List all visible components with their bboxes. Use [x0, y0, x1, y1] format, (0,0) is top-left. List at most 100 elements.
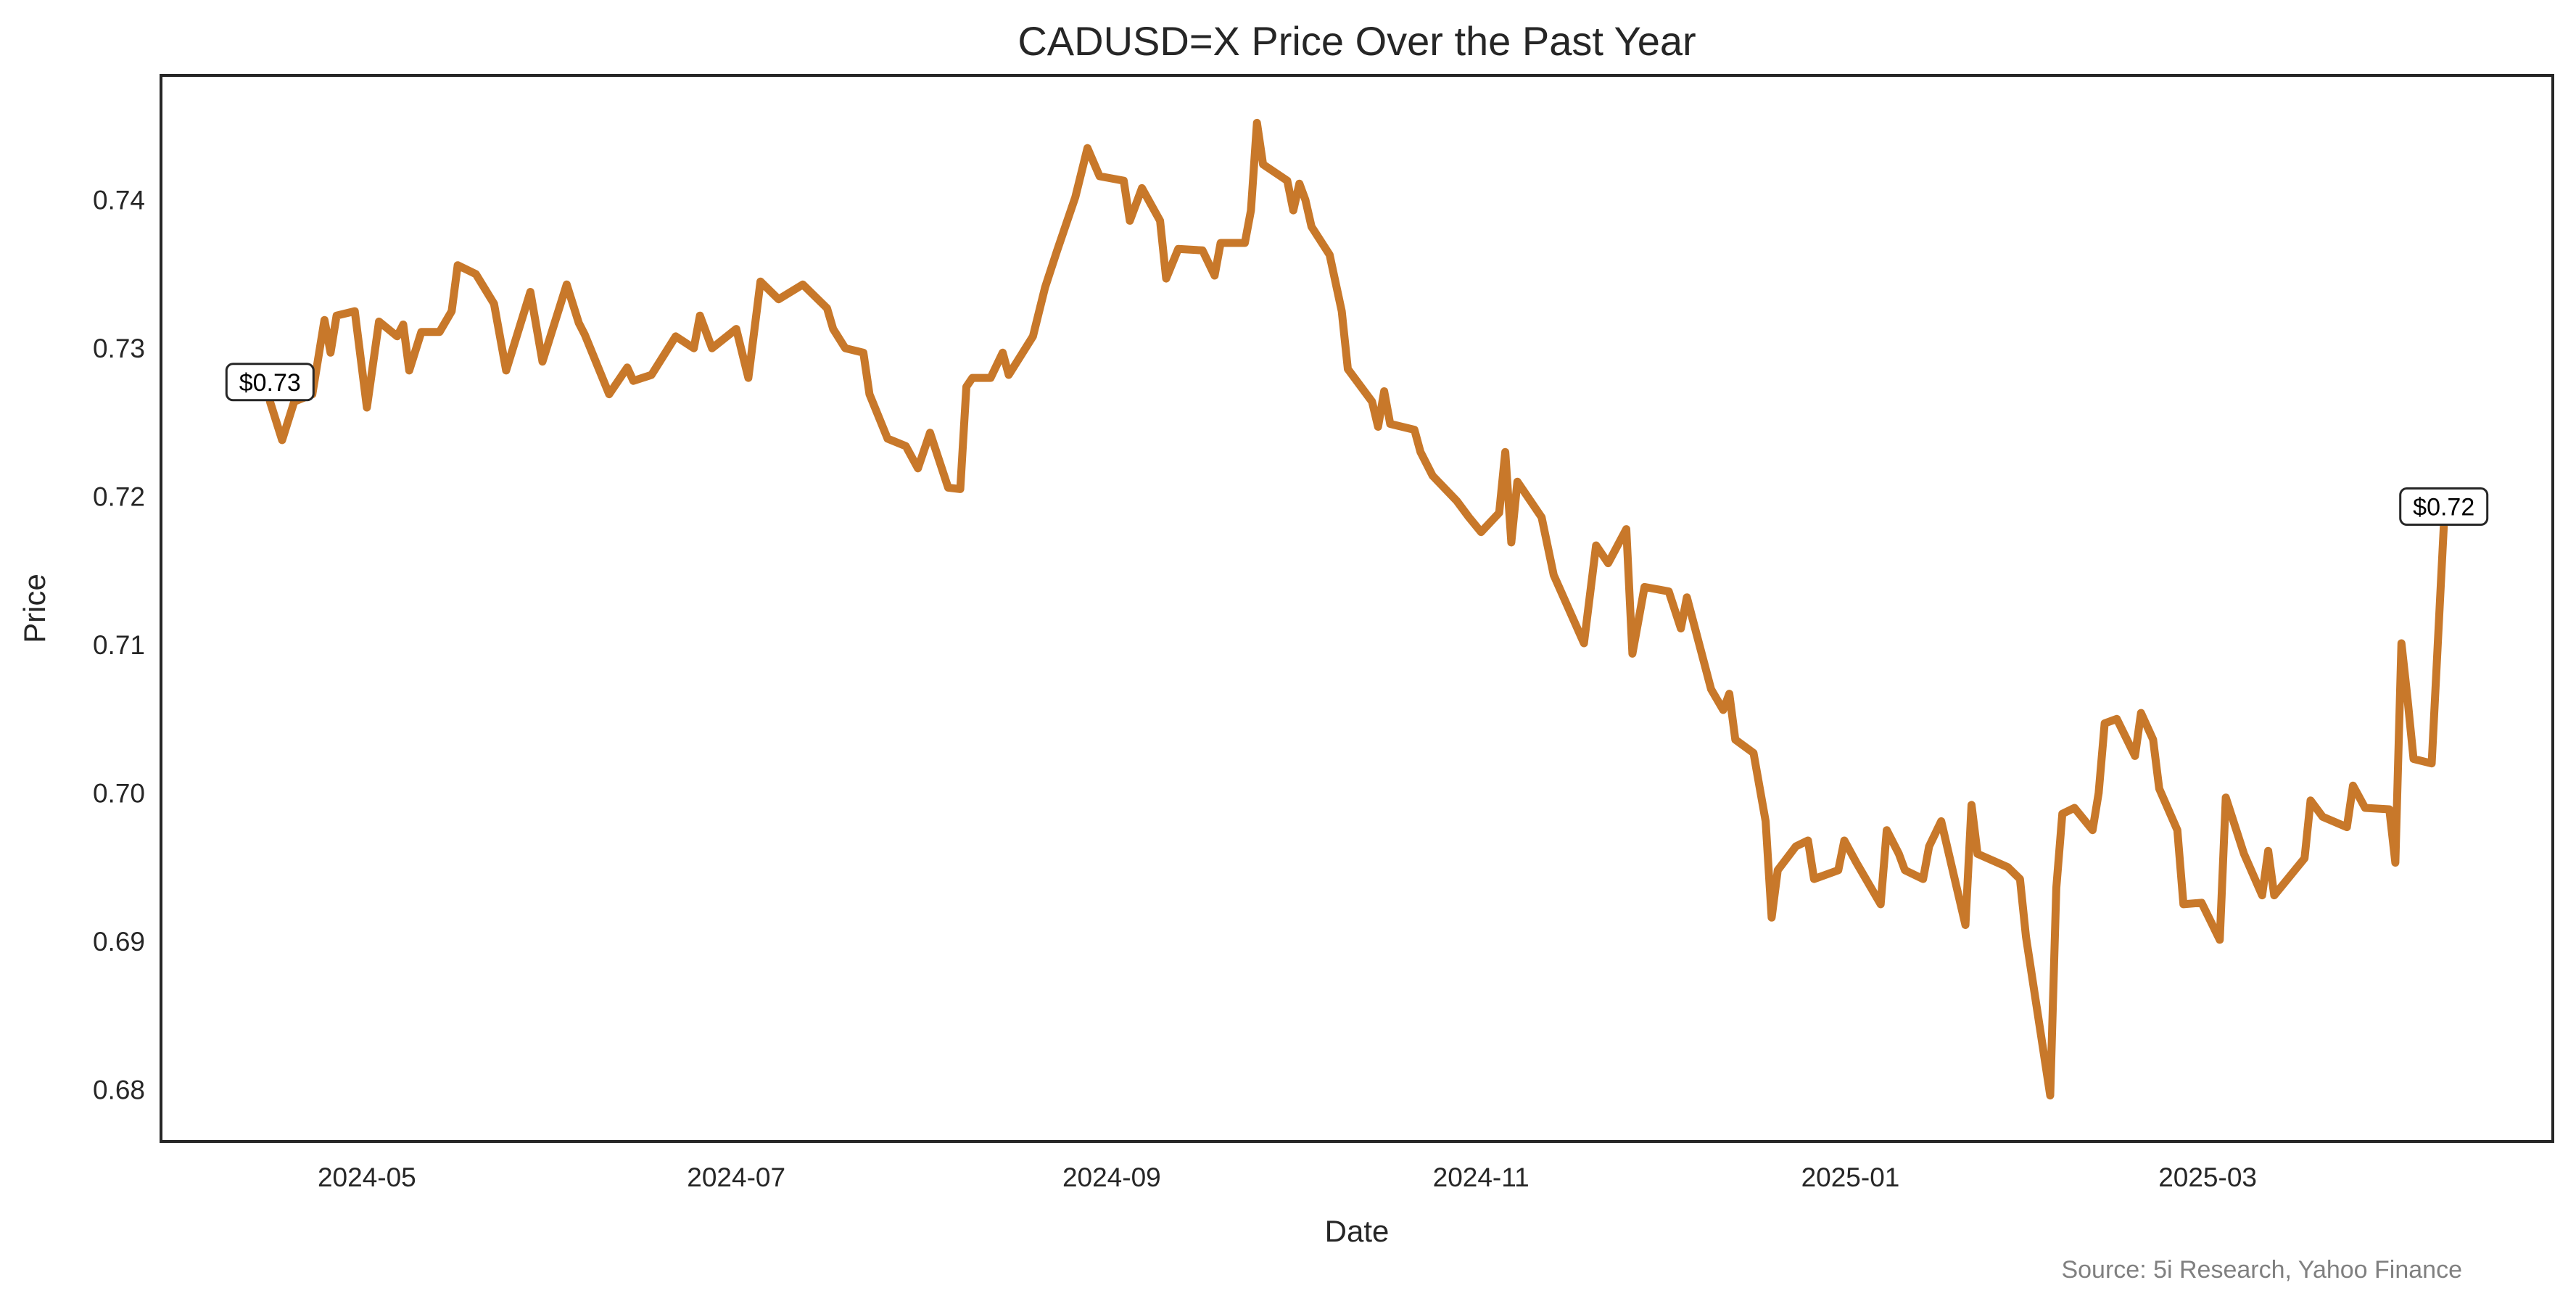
- data-point: [1371, 401, 1373, 402]
- data-point: [1844, 840, 1845, 841]
- data-point: [959, 488, 961, 490]
- data-point: [2443, 526, 2445, 527]
- source-note: Source: 5i Research, Yahoo Finance: [2061, 1256, 2462, 1284]
- data-point: [1807, 840, 1809, 841]
- x-tick-label: 2024-11: [1433, 1163, 1530, 1192]
- y-tick-label: 0.69: [93, 927, 145, 957]
- data-point: [1771, 917, 1772, 918]
- data-point: [1970, 804, 1972, 806]
- data-point: [1686, 597, 1688, 598]
- data-point: [1456, 500, 1458, 502]
- data-point: [1710, 688, 1712, 690]
- data-point: [905, 445, 907, 447]
- data-point: [1129, 220, 1131, 221]
- data-point: [1250, 210, 1252, 211]
- data-point: [1099, 176, 1100, 177]
- data-point: [366, 407, 368, 408]
- price-annotation: $0.72: [2399, 487, 2489, 527]
- data-point: [972, 377, 973, 379]
- chart-title: CADUSD=X Price Over the Past Year: [1017, 18, 1696, 64]
- data-point: [1595, 545, 1597, 546]
- data-point: [1377, 426, 1379, 428]
- data-point: [1002, 352, 1004, 353]
- annotation-box: [225, 363, 315, 402]
- data-point: [863, 352, 864, 353]
- data-point: [1086, 147, 1088, 149]
- data-point: [778, 299, 780, 300]
- data-point: [269, 401, 271, 402]
- data-point: [493, 303, 495, 305]
- annotation-label: $0.72: [2413, 494, 2474, 521]
- data-point: [1856, 862, 1857, 864]
- data-point: [1541, 516, 1543, 518]
- data-point: [323, 319, 325, 321]
- data-point: [1165, 278, 1167, 279]
- data-point: [505, 370, 507, 371]
- data-point: [402, 323, 404, 325]
- data-point: [1583, 643, 1585, 644]
- data-point: [451, 310, 453, 312]
- x-tick-label: 2024-07: [687, 1163, 785, 1192]
- data-point: [542, 361, 543, 363]
- data-point: [1813, 878, 1815, 880]
- x-tick-label: 2025-01: [1801, 1163, 1900, 1192]
- data-point: [2389, 809, 2390, 810]
- data-point: [1299, 183, 1300, 184]
- y-tick-label: 0.73: [93, 334, 145, 363]
- price-annotation: $0.73: [225, 363, 315, 402]
- data-point: [1505, 451, 1506, 453]
- data-point: [2201, 902, 2203, 904]
- data-point: [699, 315, 701, 316]
- data-point: [2261, 895, 2263, 896]
- data-point: [1244, 242, 1246, 244]
- y-axis-label: Price: [17, 574, 51, 643]
- data-point: [439, 331, 440, 333]
- data-point: [1305, 199, 1306, 201]
- data-point: [651, 374, 652, 376]
- data-point: [2073, 807, 2075, 809]
- data-point: [566, 284, 567, 285]
- data-point: [1044, 286, 1046, 288]
- data-point: [408, 370, 410, 371]
- data-point: [2364, 807, 2366, 809]
- data-point: [1728, 693, 1730, 695]
- data-point: [887, 438, 888, 439]
- data-point: [421, 331, 422, 333]
- data-point: [2219, 939, 2221, 941]
- data-point: [281, 439, 283, 441]
- data-point: [2158, 788, 2160, 789]
- y-tick-label: 0.74: [93, 186, 145, 215]
- x-tick-label: 2024-05: [318, 1163, 416, 1192]
- data-point: [330, 352, 331, 353]
- y-tick-label: 0.68: [93, 1075, 145, 1104]
- data-point: [1928, 846, 1930, 847]
- data-point: [802, 284, 804, 285]
- data-point: [2152, 739, 2154, 740]
- x-axis-label: Date: [1325, 1214, 1390, 1248]
- data-point: [1292, 210, 1294, 211]
- data-point: [1008, 374, 1010, 376]
- data-point: [947, 487, 949, 488]
- annotation-box: [2399, 487, 2489, 527]
- data-point: [1347, 368, 1348, 370]
- data-point: [1765, 820, 1767, 822]
- x-tick-label: 2025-03: [2158, 1163, 2257, 1192]
- data-point: [1680, 628, 1682, 629]
- data-point: [1553, 574, 1554, 576]
- y-tick-label: 0.70: [93, 779, 145, 809]
- data-point: [1668, 590, 1669, 592]
- y-tick-label: 0.71: [93, 630, 145, 660]
- data-point: [990, 377, 991, 379]
- data-point: [1202, 249, 1203, 251]
- data-point: [760, 281, 761, 282]
- data-point: [2400, 643, 2402, 644]
- plot-area: $0.73 $0.72: [225, 118, 2489, 1100]
- data-point: [1413, 429, 1415, 431]
- data-point: [2049, 1095, 2051, 1097]
- y-tick-label: 0.72: [93, 482, 145, 512]
- plot-frame: [160, 74, 2554, 1143]
- data-point: [693, 347, 695, 349]
- x-tick-label: 2024-09: [1062, 1163, 1161, 1192]
